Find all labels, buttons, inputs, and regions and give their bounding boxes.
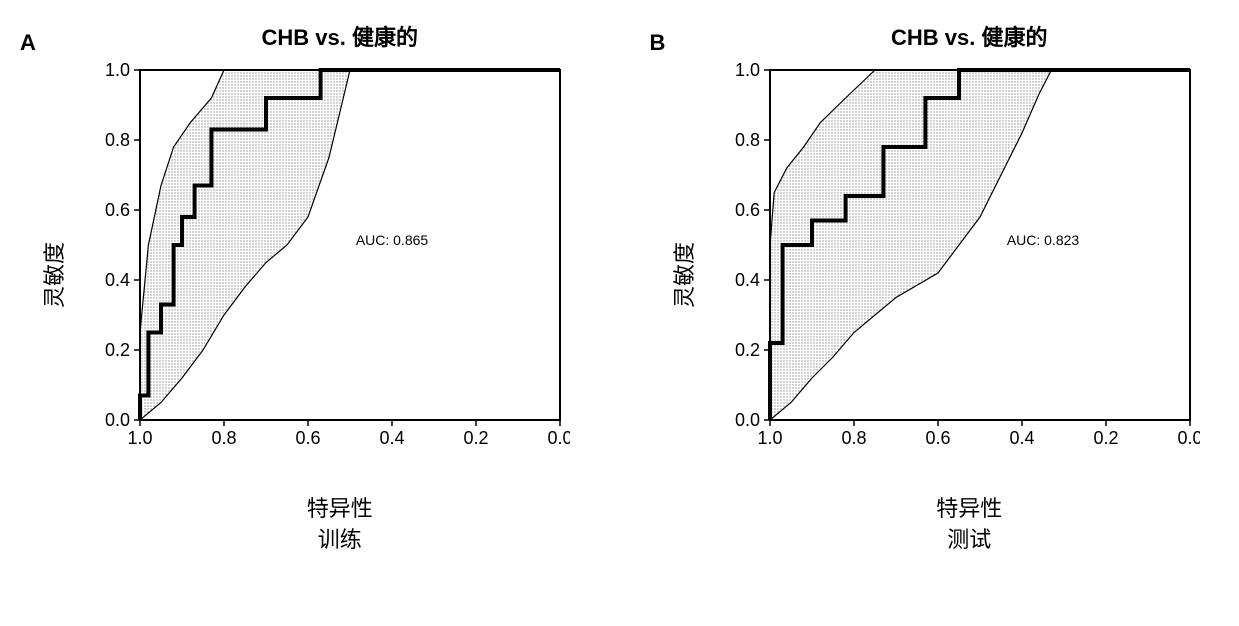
panel-a-xlabel-block: 特异性 训练 [20,494,590,556]
panel-b-xlabel-block: 特异性 测试 [650,494,1220,556]
svg-text:0.0: 0.0 [105,410,130,430]
svg-text:0.0: 0.0 [734,410,759,430]
panel-a: A CHB vs. 健康的 灵敏度 1.0 0.8 0.6 0.4 0.2 0.0 0.0 0… [20,20,590,556]
svg-text:0.8: 0.8 [734,130,759,150]
svg-text:0.2: 0.2 [105,340,130,360]
svg-text:0.0: 0.0 [547,428,570,448]
svg-text:0.2: 0.2 [463,428,488,448]
panel-b-ylabel: 灵敏度 [667,242,699,308]
panel-b-xlabel2: 测试 [720,525,1220,556]
svg-text:0.8: 0.8 [841,428,866,448]
svg-text:1.0: 1.0 [105,60,130,80]
panel-a-xlabel2: 训练 [90,525,590,556]
svg-text:0.6: 0.6 [925,428,950,448]
svg-text:AUC: 0.823: AUC: 0.823 [1006,232,1079,248]
svg-text:0.2: 0.2 [734,340,759,360]
svg-text:0.8: 0.8 [105,130,130,150]
panel-a-plot-wrap: 灵敏度 1.00.80.60.40.20.00.00.20.40.60.81.0… [20,60,590,490]
svg-text:1.0: 1.0 [734,60,759,80]
figure-container: A CHB vs. 健康的 灵敏度 1.0 0.8 0.6 0.4 0.2 0.0 0.0 0… [20,20,1219,556]
panel-a-label: A [20,30,36,56]
panel-b: B CHB vs. 健康的 灵敏度 1.0 0.8 0.6 0.4 0.2 0.0 0.0 0… [650,20,1220,556]
svg-text:0.4: 0.4 [379,428,404,448]
svg-text:0.6: 0.6 [734,200,759,220]
svg-text:AUC: 0.865: AUC: 0.865 [356,232,429,248]
svg-text:0.4: 0.4 [1009,428,1034,448]
panel-a-title: CHB vs. 健康的 [20,20,590,52]
svg-text:0.6: 0.6 [295,428,320,448]
svg-text:1.0: 1.0 [757,428,782,448]
panel-b-title: CHB vs. 健康的 [650,20,1220,52]
svg-text:0.2: 0.2 [1093,428,1118,448]
svg-text:0.4: 0.4 [105,270,130,290]
panel-b-plot-wrap: 灵敏度 1.00.80.60.40.20.00.00.20.40.60.81.0… [650,60,1220,490]
panel-a-xlabel: 特异性 [90,494,590,525]
svg-text:0.8: 0.8 [211,428,236,448]
svg-text:0.0: 0.0 [1177,428,1200,448]
panel-b-roc-chart: 1.0 0.8 0.6 0.4 0.2 0.0 0.0 0.2 0.4 0.6 0.8 1.0 AUC:… [720,60,1200,470]
svg-text:0.4: 0.4 [734,270,759,290]
panel-a-ylabel: 灵敏度 [37,242,69,308]
svg-text:1.0: 1.0 [127,428,152,448]
panel-b-xlabel: 特异性 [720,494,1220,525]
panel-a-roc-chart: 1.0 0.8 0.6 0.4 0.2 0.0 0.0 0.2 0.4 0.6 0.8 1.0 AUC:… [90,60,570,470]
panel-b-label: B [650,30,666,56]
svg-text:0.6: 0.6 [105,200,130,220]
